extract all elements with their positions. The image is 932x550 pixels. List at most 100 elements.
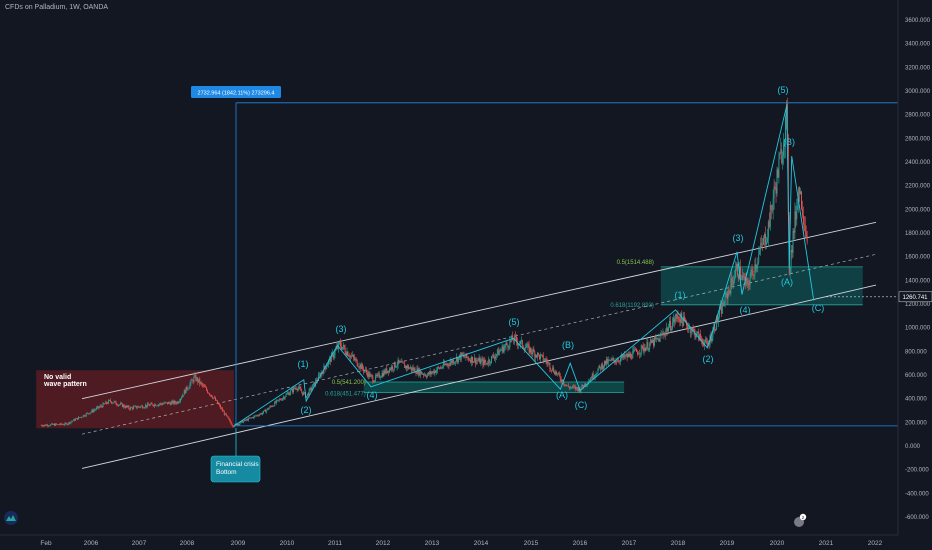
y-tick-label: 0.000 [905,444,921,450]
candle-body [706,341,708,345]
candle-body [386,368,388,373]
candle-body [52,423,53,425]
candle-body [483,359,485,366]
candle-body [454,362,456,364]
candle-body [425,376,427,378]
candle-body [444,364,446,365]
y-tick-label: 2800.000 [905,113,931,119]
candle-body [124,407,126,408]
candle-body [210,394,211,396]
candle-body [570,387,572,389]
candle-body [200,382,202,384]
y-tick-label: 1200.000 [905,302,931,308]
candle-body [667,327,669,332]
candle-body [453,360,455,364]
candle-body [421,371,423,375]
candle-body [652,339,654,343]
candle-body [202,383,204,386]
candle-body [484,359,486,363]
candle-body [79,417,80,418]
candle-body [297,388,299,390]
candle-body [147,403,149,406]
candle-body [577,388,579,392]
candle-body [352,355,353,356]
candle-body [244,419,246,422]
candle-body [623,354,625,358]
candle-body [142,405,144,408]
candle-body [694,330,696,338]
candle-body [150,403,152,405]
candle-body [389,368,391,373]
candle-body [378,373,380,378]
candle-body [391,366,392,370]
candle-body [758,254,760,263]
candle-body [58,424,60,426]
candle-body [555,371,557,375]
measure-label: 2732.964 (1842.11%) 273296.4 [198,91,275,97]
candle-body [756,264,758,269]
candle-body [243,421,245,423]
candle-body [72,420,74,422]
candle-body [338,342,340,349]
candle-body [746,278,748,282]
candle-body [589,378,591,381]
candle-body [397,359,399,366]
candle-body [661,334,663,335]
candle-body [373,382,375,383]
x-tick-label: 2018 [671,540,686,547]
candle-body [591,373,593,380]
candle-body [415,372,417,374]
candle-body [666,327,668,332]
candle-body [185,386,187,394]
candle-body [134,405,136,407]
y-tick-label: 1800.000 [905,231,931,237]
red-zone-label: No valid [44,374,71,381]
candle-body [361,364,363,370]
candle-body [357,365,359,367]
candle-body [760,243,762,251]
candle-body [267,408,269,410]
candle-body [770,205,772,210]
wave-label: (3) [733,233,744,243]
candle-body [257,415,259,416]
candle-body [307,393,309,396]
candle-body [203,385,205,387]
candle-body [680,312,682,323]
candle-body [600,366,602,370]
candle-body [101,406,103,408]
candle-body [477,360,479,362]
candle-body [763,237,764,245]
candle-body [298,386,300,389]
candle-body [292,388,293,392]
candle-body [327,364,329,367]
candle-body [502,346,504,353]
candle-body [252,417,254,418]
candle-body [301,390,303,393]
candle-body [632,351,634,359]
candle-body [69,422,71,424]
candle-body [636,349,637,352]
candle-body [122,405,124,408]
candle-body [792,230,794,253]
candle-body [157,405,158,407]
candle-body [53,424,54,425]
candle-body [392,369,394,370]
candle-body [414,368,416,373]
candle-body [205,387,207,388]
candle-body [280,399,282,401]
candle-body [349,356,351,358]
candle-body [259,414,261,416]
candle-body [165,402,167,403]
candle-body [723,304,725,306]
candle-body [175,402,177,404]
x-tick-label: 2022 [868,540,883,547]
candle-body [365,369,366,371]
candle-body [48,425,50,427]
candle-body [606,358,608,364]
candle-body [503,347,505,353]
candle-body [238,423,240,425]
candle-body [766,237,768,243]
candle-body [447,363,449,366]
candle-body [271,406,273,407]
